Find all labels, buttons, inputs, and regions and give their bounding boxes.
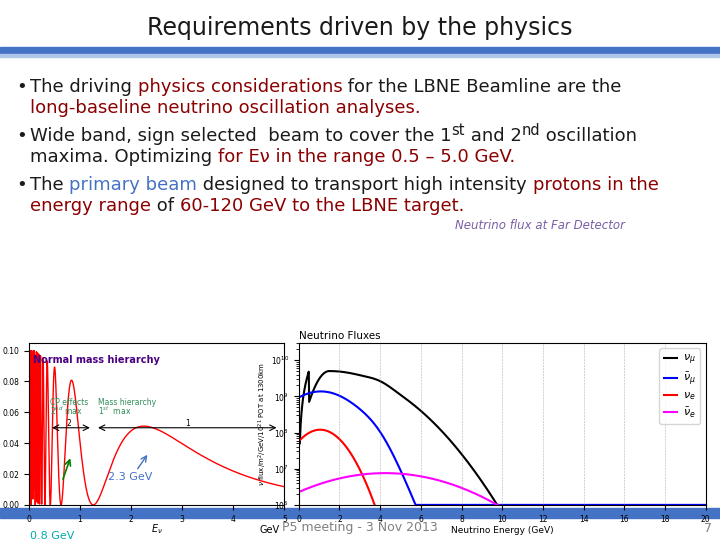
Text: Requirements driven by the physics: Requirements driven by the physics: [148, 16, 572, 40]
Text: for the LBNE Beamline are the: for the LBNE Beamline are the: [343, 78, 622, 96]
Legend: $\nu_\mu$, $\bar{\nu}_\mu$, $\nu_e$, $\bar{\nu}_e$: $\nu_\mu$, $\bar{\nu}_\mu$, $\nu_e$, $\b…: [660, 348, 700, 424]
Text: oscillation: oscillation: [541, 127, 637, 145]
Text: $E_\nu$: $E_\nu$: [150, 523, 163, 536]
Text: 2$^{nd}$ max: 2$^{nd}$ max: [50, 405, 83, 417]
Text: •: •: [16, 78, 27, 96]
Text: CP effects: CP effects: [50, 397, 89, 407]
Text: Neutrino Fluxes: Neutrino Fluxes: [299, 330, 380, 341]
Text: The: The: [30, 176, 69, 194]
Text: 7: 7: [704, 522, 712, 535]
Text: maxima. Optimizing: maxima. Optimizing: [30, 148, 218, 166]
Text: The driving: The driving: [30, 78, 138, 96]
Text: Neutrino flux at Far Detector: Neutrino flux at Far Detector: [455, 219, 625, 232]
X-axis label: Neutrino Energy (GeV): Neutrino Energy (GeV): [451, 526, 554, 535]
Text: primary beam: primary beam: [69, 176, 197, 194]
Text: of: of: [151, 197, 180, 215]
Text: designed to transport high intensity: designed to transport high intensity: [197, 176, 533, 194]
Text: st: st: [451, 123, 465, 138]
Text: nd: nd: [522, 123, 541, 138]
Text: 2: 2: [66, 419, 71, 428]
Text: physics considerations: physics considerations: [138, 78, 343, 96]
Text: P5 meeting - 3 Nov 2013: P5 meeting - 3 Nov 2013: [282, 522, 438, 535]
Text: GeV: GeV: [259, 525, 279, 535]
Text: long-baseline neutrino oscillation analyses.: long-baseline neutrino oscillation analy…: [30, 99, 420, 117]
Text: protons in the: protons in the: [533, 176, 659, 194]
Bar: [0, 54, 720, 57]
Bar: [0, 508, 720, 518]
Text: energy range: energy range: [30, 197, 151, 215]
Text: 2.3 GeV: 2.3 GeV: [108, 472, 153, 482]
Text: 1: 1: [185, 419, 189, 428]
Y-axis label: $\nu$ flux/m$^2$/GeV/10$^{21}$ POT at 1300km: $\nu$ flux/m$^2$/GeV/10$^{21}$ POT at 13…: [257, 362, 269, 486]
Text: 1$^{st}$  max: 1$^{st}$ max: [98, 405, 131, 417]
Text: 0.8 GeV: 0.8 GeV: [30, 531, 74, 540]
Text: 60-120 GeV to the LBNE target.: 60-120 GeV to the LBNE target.: [180, 197, 464, 215]
Text: •: •: [16, 176, 27, 194]
Text: for Eν in the range 0.5 – 5.0 GeV.: for Eν in the range 0.5 – 5.0 GeV.: [218, 148, 515, 166]
Bar: [0, 47, 720, 53]
Text: Mass hierarchy: Mass hierarchy: [98, 397, 156, 407]
Text: Wide band, sign selected  beam to cover the 1: Wide band, sign selected beam to cover t…: [30, 127, 451, 145]
Text: and 2: and 2: [465, 127, 522, 145]
Text: Normal mass hierarchy: Normal mass hierarchy: [33, 355, 160, 365]
Text: •: •: [16, 127, 27, 145]
